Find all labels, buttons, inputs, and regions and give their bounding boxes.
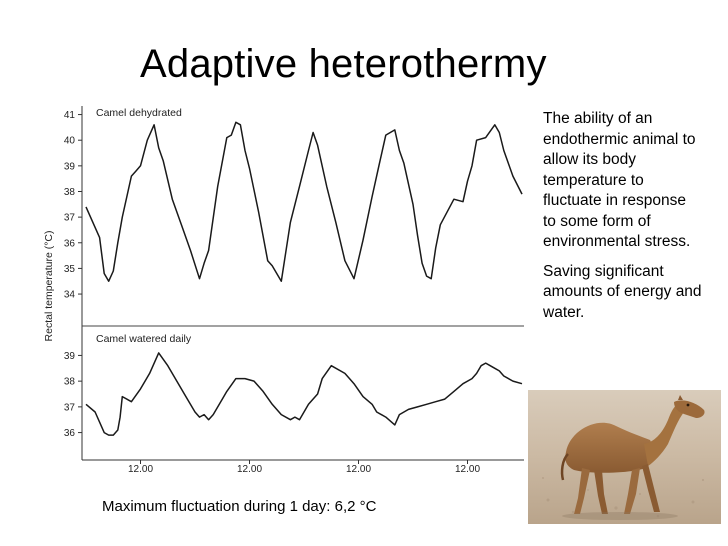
- y-axis-title: Rectal temperature (°C): [43, 231, 55, 342]
- y-tick-label: 37: [64, 213, 76, 224]
- series-line: [85, 121, 523, 282]
- series-label: Camel dehydrated: [96, 107, 182, 119]
- y-tick-label: 35: [64, 264, 76, 275]
- y-tick-label: 36: [64, 428, 76, 439]
- y-tick-label: 36: [64, 238, 76, 249]
- x-tick-label: 12.00: [455, 464, 480, 475]
- camel-icon: [560, 395, 705, 520]
- description-text: The ability of an endothermic animal to …: [543, 109, 703, 332]
- y-tick-label: 40: [64, 136, 76, 147]
- y-tick-label: 38: [64, 377, 76, 388]
- y-tick-label: 39: [64, 351, 76, 362]
- camel-photo: [528, 390, 721, 524]
- y-tick-label: 34: [64, 290, 76, 301]
- y-tick-label: 39: [64, 161, 76, 172]
- y-tick-label: 41: [64, 110, 76, 121]
- x-tick-label: 12.00: [128, 464, 153, 475]
- x-tick-label: 12.00: [237, 464, 262, 475]
- description-paragraph-1: The ability of an endothermic animal to …: [543, 110, 696, 250]
- series-label: Camel watered daily: [96, 333, 192, 345]
- y-tick-label: 37: [64, 402, 76, 413]
- series-line: [85, 352, 523, 436]
- x-tick-label: 12.00: [346, 464, 371, 475]
- fluctuation-caption: Maximum fluctuation during 1 day: 6,2 °C: [102, 498, 377, 515]
- y-tick-label: 38: [64, 187, 76, 198]
- slide-title: Adaptive heterothermy: [140, 42, 547, 86]
- description-paragraph-2: Saving significant amounts of energy and…: [543, 262, 702, 321]
